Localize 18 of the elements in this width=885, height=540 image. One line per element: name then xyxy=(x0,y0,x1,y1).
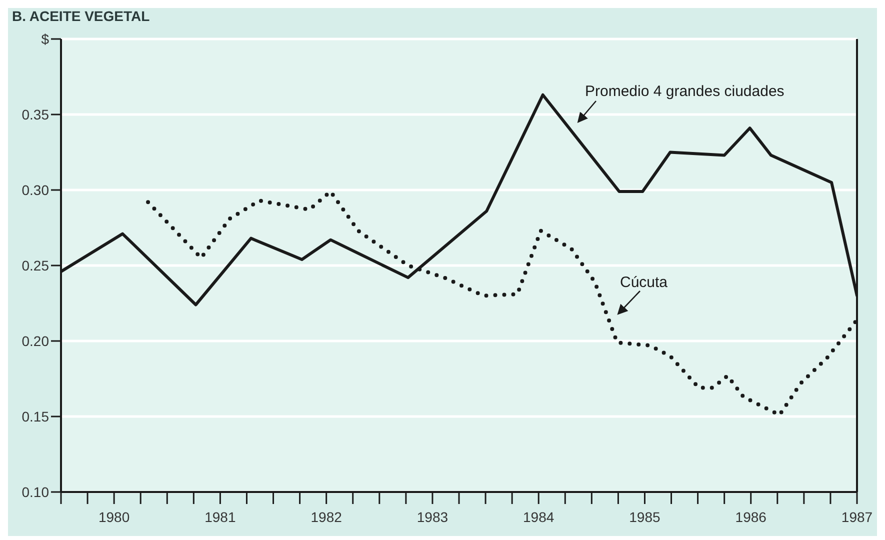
y-tick-label: 0.35 xyxy=(22,106,50,122)
x-tick-label: 1986 xyxy=(735,508,767,525)
x-tick-label: 1987 xyxy=(841,508,873,525)
y-tick-label: 0.20 xyxy=(22,332,50,349)
y-tick-label: 0.30 xyxy=(22,182,50,198)
y-tick-label: 0.15 xyxy=(22,408,50,424)
chart-title: B. ACEITE VEGETAL xyxy=(12,8,150,24)
x-tick-label: 1984 xyxy=(523,508,554,525)
y-tick-label: 0.25 xyxy=(22,257,50,274)
x-tick-label: 1985 xyxy=(629,508,661,525)
y-tick-label: $ xyxy=(41,30,50,47)
x-tick-label: 1983 xyxy=(416,508,448,525)
y-tick-label: 0.10 xyxy=(22,484,50,500)
x-tick-label: 1982 xyxy=(310,508,342,525)
x-tick-label: 1980 xyxy=(98,508,130,525)
series-label: Promedio 4 grandes ciudades xyxy=(585,83,784,100)
x-tick-label: 1981 xyxy=(204,508,236,525)
series-label: Cúcuta xyxy=(620,274,668,291)
